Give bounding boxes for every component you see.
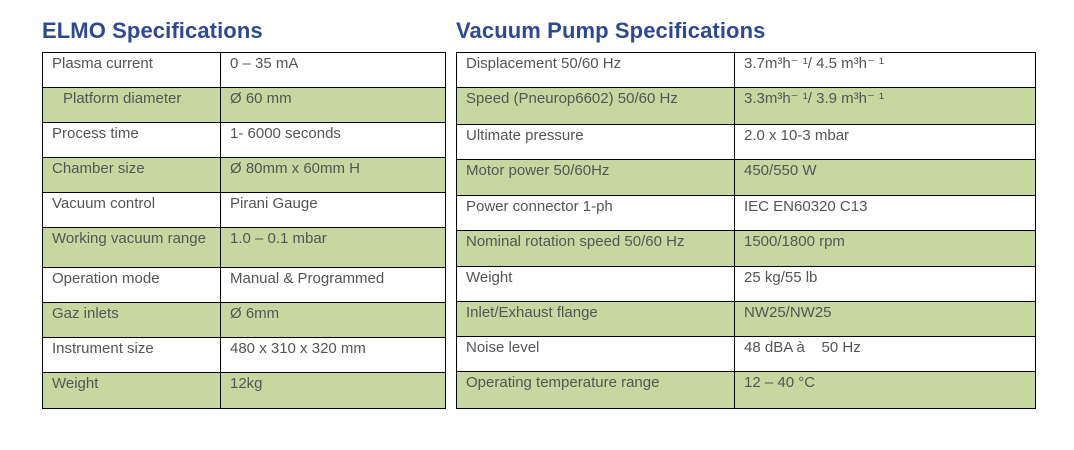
spec-value: Ø 80mm x 60mm H — [220, 157, 446, 193]
vacuum-pump-specifications-title: Vacuum Pump Specifications — [456, 18, 766, 43]
spec-value: 1- 6000 seconds — [220, 122, 446, 158]
spec-value: Pirani Gauge — [220, 192, 446, 228]
table-row: Noise level 48 dBA à 50 Hz — [456, 336, 1036, 372]
spec-value: 2.0 x 10-3 mbar — [734, 124, 1036, 160]
spec-value: 450/550 W — [734, 159, 1036, 196]
table-row: Weight 25 kg/55 lb — [456, 266, 1036, 302]
table-row: Platform diameter Ø 60 mm — [42, 87, 446, 123]
spec-value: 0 – 35 mA — [220, 52, 446, 88]
spec-label: Operating temperature range — [456, 371, 735, 409]
table-row: Plasma current 0 – 35 mA — [42, 52, 446, 88]
spec-value: Ø 6mm — [220, 302, 446, 338]
spec-value: 3.7m³h⁻ ¹/ 4.5 m³h⁻ ¹ — [734, 52, 1036, 88]
spec-label: Working vacuum range — [42, 227, 221, 268]
spec-value: Manual & Programmed — [220, 267, 446, 303]
spec-value: 25 kg/55 lb — [734, 266, 1036, 302]
table-row: Process time 1- 6000 seconds — [42, 122, 446, 158]
spec-label: Power connector 1-ph — [456, 195, 735, 231]
spec-value: IEC EN60320 C13 — [734, 195, 1036, 231]
spec-label: Weight — [42, 372, 221, 409]
table-row: Vacuum control Pirani Gauge — [42, 192, 446, 228]
spec-label: Displacement 50/60 Hz — [456, 52, 735, 88]
spec-label: Gaz inlets — [42, 302, 221, 338]
table-row: Weight 12kg — [42, 372, 446, 409]
spec-value: 48 dBA à 50 Hz — [734, 336, 1036, 372]
spec-label: Speed (Pneurop6602) 50/60 Hz — [456, 87, 735, 125]
spec-value: 480 x 310 x 320 mm — [220, 337, 446, 373]
table-row: Speed (Pneurop6602) 50/60 Hz 3.3m³h⁻ ¹/ … — [456, 87, 1036, 125]
spec-value: 1500/1800 rpm — [734, 230, 1036, 267]
spec-label: Nominal rotation speed 50/60 Hz — [456, 230, 735, 267]
elmo-specifications-title: ELMO Specifications — [42, 18, 263, 43]
spec-label: Plasma current — [42, 52, 221, 88]
table-row: Instrument size 480 x 310 x 320 mm — [42, 337, 446, 373]
spec-value: 1.0 – 0.1 mbar — [220, 227, 446, 268]
elmo-specifications-table: Plasma current 0 – 35 mA Platform diamet… — [42, 52, 446, 409]
spec-label: Motor power 50/60Hz — [456, 159, 735, 196]
vacuum-pump-specifications-table: Displacement 50/60 Hz 3.7m³h⁻ ¹/ 4.5 m³h… — [456, 52, 1036, 409]
vacuum-pump-specifications-section: Vacuum Pump Specifications Displacement … — [456, 16, 1036, 409]
spec-label: Operation mode — [42, 267, 221, 303]
spec-label: Platform diameter — [42, 87, 221, 123]
spec-value: 12kg — [220, 372, 446, 409]
spec-label: Instrument size — [42, 337, 221, 373]
spec-label: Noise level — [456, 336, 735, 372]
spec-label: Chamber size — [42, 157, 221, 193]
spec-value: Ø 60 mm — [220, 87, 446, 123]
table-row: Ultimate pressure 2.0 x 10-3 mbar — [456, 124, 1036, 160]
spec-label: Vacuum control — [42, 192, 221, 228]
table-row: Power connector 1-ph IEC EN60320 C13 — [456, 195, 1036, 231]
elmo-specifications-section: ELMO Specifications Plasma current 0 – 3… — [42, 16, 446, 409]
table-row: Nominal rotation speed 50/60 Hz 1500/180… — [456, 230, 1036, 267]
spec-label: Ultimate pressure — [456, 124, 735, 160]
spec-value: 3.3m³h⁻ ¹/ 3.9 m³h⁻ ¹ — [734, 87, 1036, 125]
table-row: Motor power 50/60Hz 450/550 W — [456, 159, 1036, 196]
table-row: Inlet/Exhaust flange NW25/NW25 — [456, 301, 1036, 337]
table-row: Working vacuum range 1.0 – 0.1 mbar — [42, 227, 446, 268]
spec-value: NW25/NW25 — [734, 301, 1036, 337]
spec-value: 12 – 40 °C — [734, 371, 1036, 409]
table-row: Operating temperature range 12 – 40 °C — [456, 371, 1036, 409]
spec-label: Weight — [456, 266, 735, 302]
spec-label: Process time — [42, 122, 221, 158]
table-row: Gaz inlets Ø 6mm — [42, 302, 446, 338]
table-row: Chamber size Ø 80mm x 60mm H — [42, 157, 446, 193]
spec-label: Inlet/Exhaust flange — [456, 301, 735, 337]
table-row: Operation mode Manual & Programmed — [42, 267, 446, 303]
table-row: Displacement 50/60 Hz 3.7m³h⁻ ¹/ 4.5 m³h… — [456, 52, 1036, 88]
